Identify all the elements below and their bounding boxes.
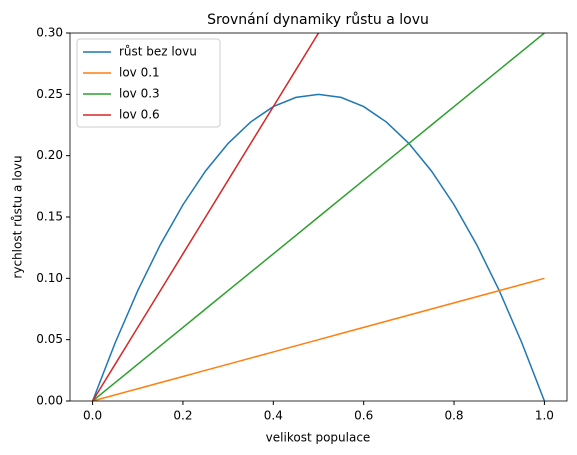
legend-box bbox=[76, 38, 221, 128]
y-tick-label: 0.20 bbox=[36, 148, 63, 162]
x-tick-label: 0.8 bbox=[444, 409, 463, 423]
chart-title: Srovnání dynamiky růstu a lovu bbox=[207, 12, 429, 28]
series-line bbox=[91, 93, 546, 401]
x-tick-label: 0.6 bbox=[354, 409, 373, 423]
y-tick-label: 0.10 bbox=[36, 271, 63, 285]
y-tick-label: 0.00 bbox=[36, 394, 63, 408]
y-tick-label: 0.30 bbox=[36, 26, 63, 40]
series-line bbox=[91, 33, 320, 401]
x-axis-label: velikost populace bbox=[266, 431, 371, 445]
y-tick-label: 0.25 bbox=[36, 87, 63, 101]
series-line bbox=[92, 33, 545, 401]
legend-label: růst bez lovu bbox=[119, 45, 197, 59]
series-line bbox=[92, 277, 545, 401]
y-tick-label: 0.15 bbox=[36, 210, 63, 224]
y-axis-label: rychlost růstu a lovu bbox=[11, 155, 25, 278]
x-tick-label: 0.2 bbox=[173, 409, 192, 423]
legend-label: lov 0.6 bbox=[119, 108, 160, 122]
x-tick-label: 0.0 bbox=[83, 409, 102, 423]
x-tick-label: 1.0 bbox=[535, 409, 554, 423]
legend-label: lov 0.1 bbox=[119, 66, 160, 80]
plot-frame bbox=[69, 32, 568, 402]
y-tick-label: 0.05 bbox=[36, 332, 63, 346]
x-tick-label: 0.4 bbox=[264, 409, 283, 423]
legend-label: lov 0.3 bbox=[119, 87, 160, 101]
plot-area bbox=[91, 33, 546, 401]
